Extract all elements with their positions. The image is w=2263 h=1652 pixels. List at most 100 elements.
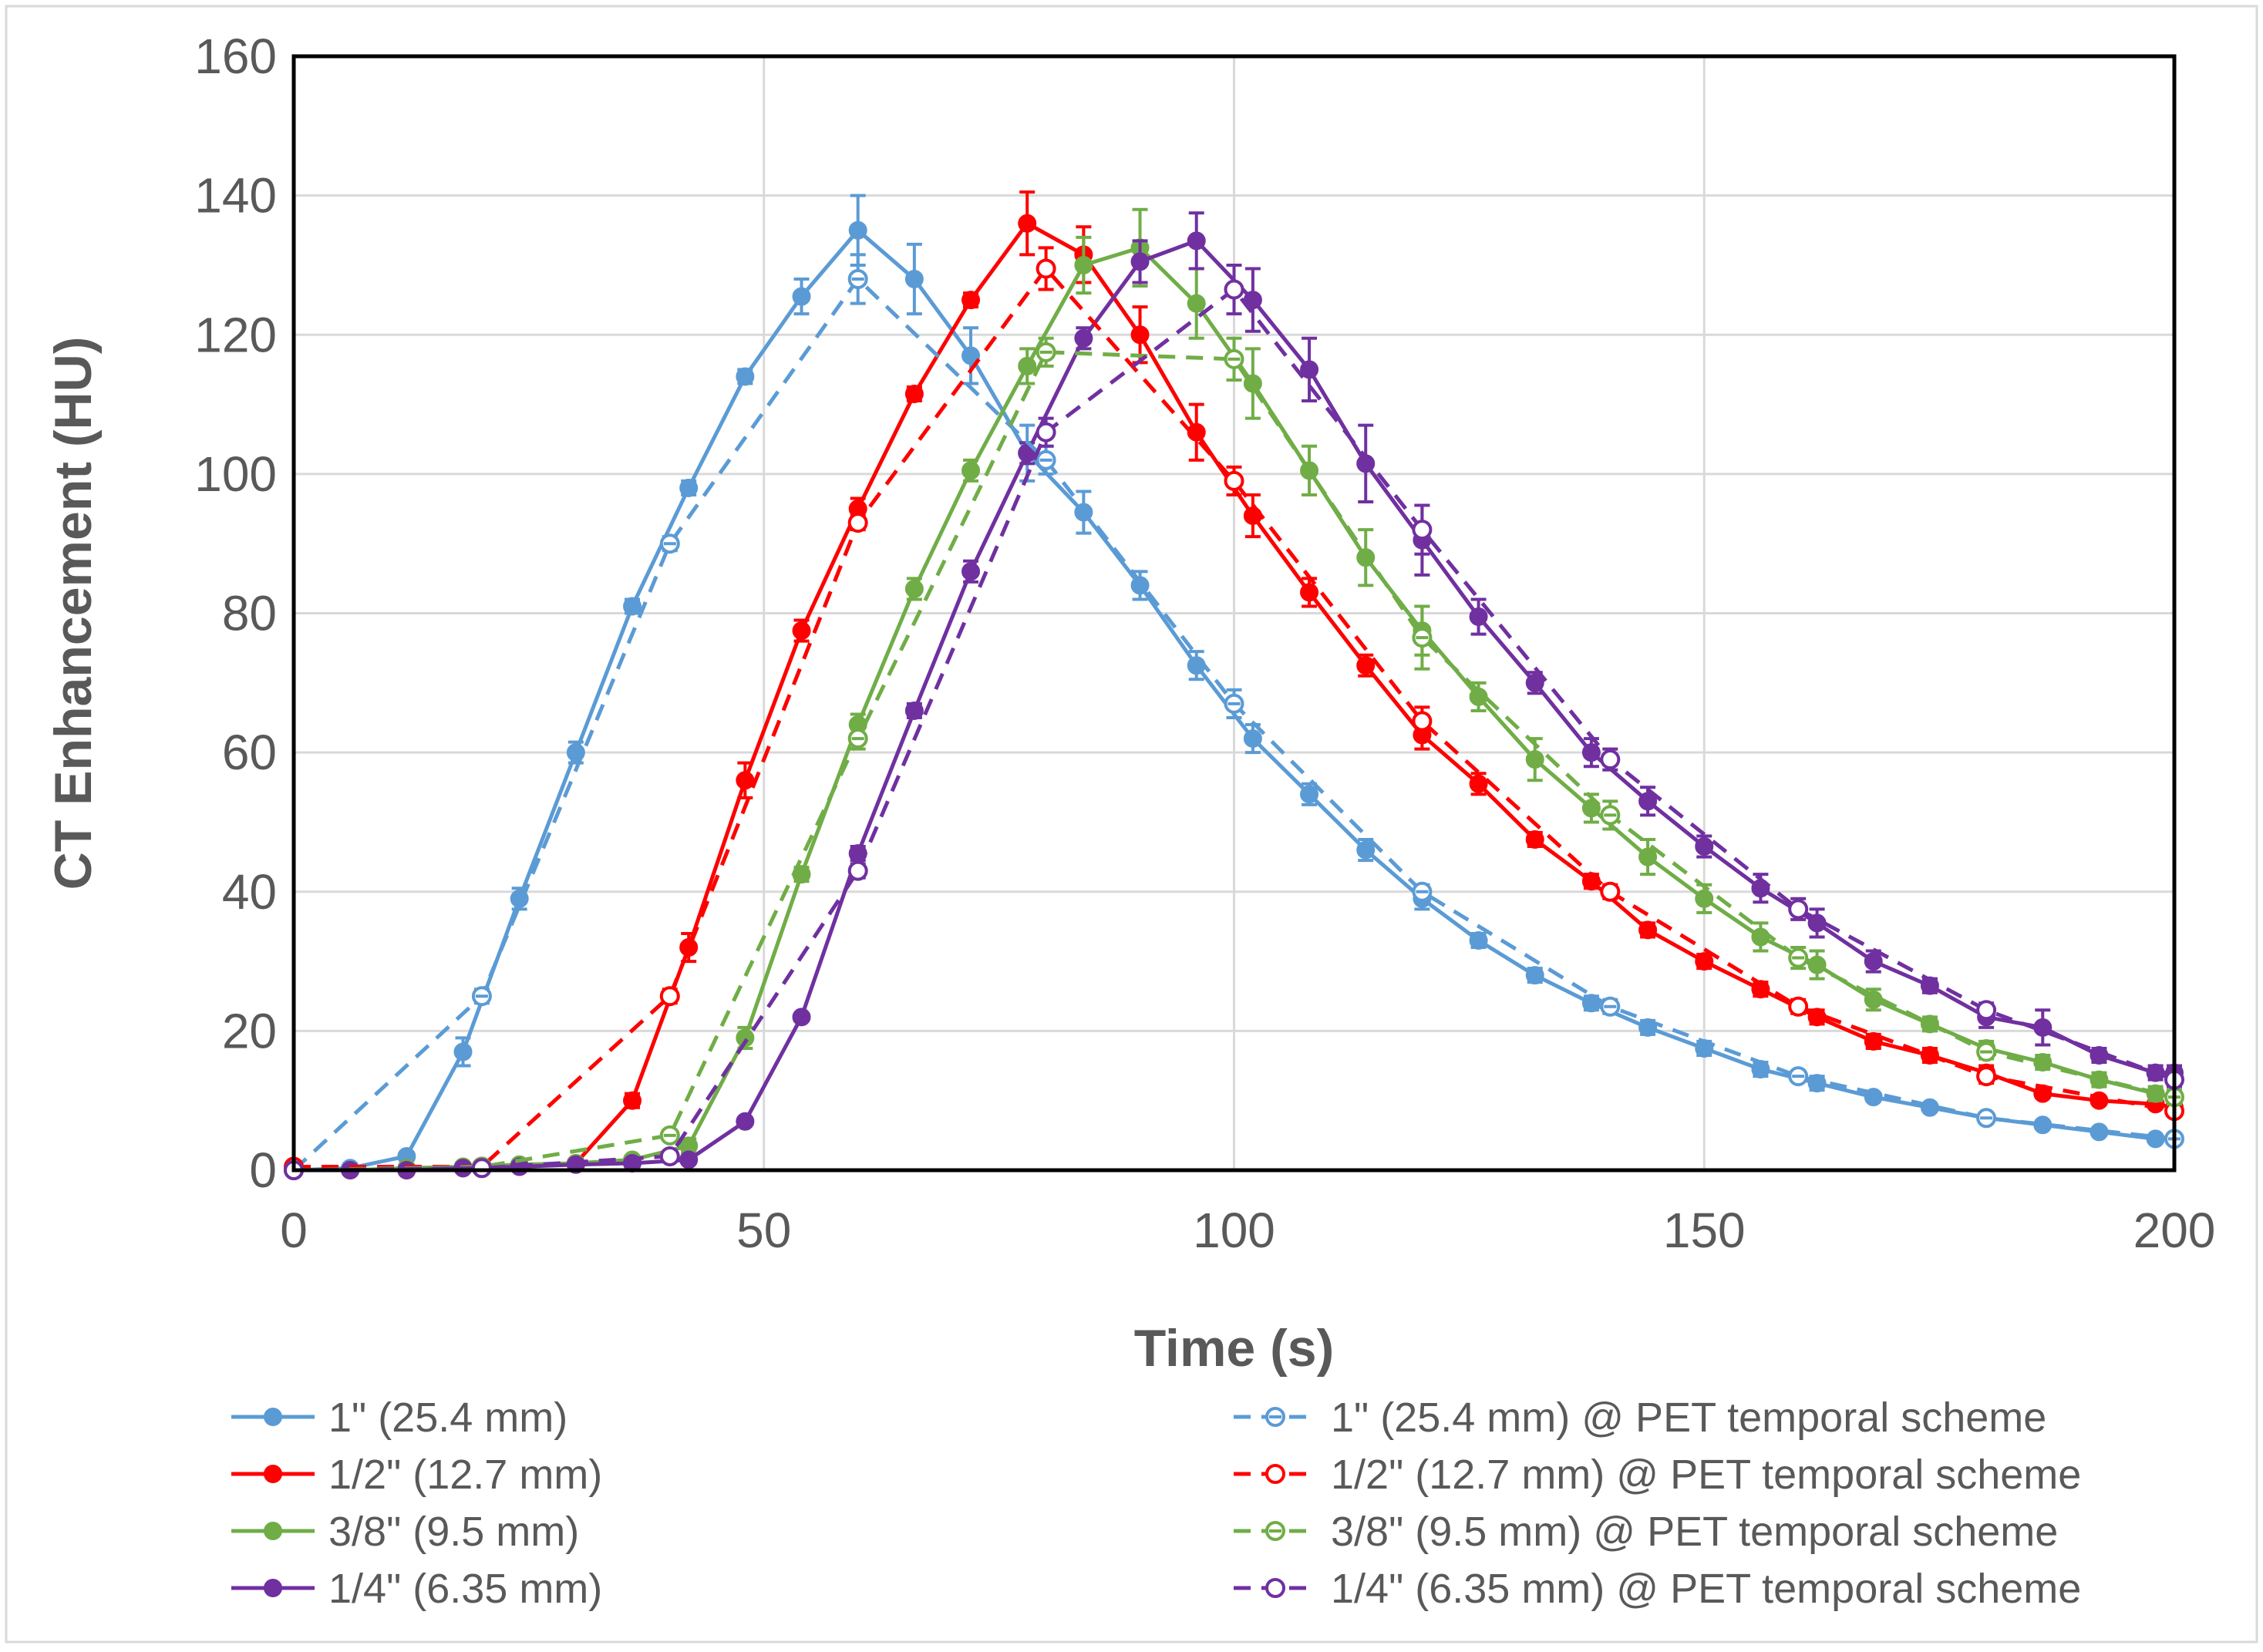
data-point [1130,576,1150,595]
data-point [1300,583,1319,602]
y-tick-label: 160 [194,29,277,84]
legend-item: 1/4" (6.35 mm) @ PET temporal scheme [1234,1566,2081,1612]
chart-outer-border [5,5,2258,1644]
x-axis-title: Time (s) [1134,1319,1334,1378]
legend-item: 1/2" (12.7 mm) [231,1452,602,1498]
legend-item: 3/8" (9.5 mm) [231,1509,579,1555]
data-point [1525,830,1544,850]
data-point [1638,792,1658,811]
data-point [1356,656,1376,675]
data-point [1036,422,1056,442]
y-tick-label: 60 [222,725,277,780]
data-point [847,513,868,533]
data-point [1074,328,1093,348]
data-point [1224,348,1244,369]
data-point [736,367,755,386]
data-point [679,478,699,497]
y-tick-label: 140 [194,168,277,224]
legend-label: 1/2" (12.7 mm) [328,1452,602,1498]
data-point [736,771,755,790]
legend-label: 1/4" (6.35 mm) @ PET temporal scheme [1331,1566,2081,1612]
series-line [293,350,2175,1173]
y-tick-label: 40 [222,864,277,920]
data-point [1412,627,1433,648]
data-point [961,562,981,581]
data-point [1920,1098,1939,1117]
data-point [792,1008,811,1027]
legend-marker [264,1522,282,1540]
data-point [1412,520,1433,540]
data-point [1036,258,1056,279]
data-point [1976,1000,1997,1021]
legend-item: 1" (25.4 mm) [231,1395,567,1441]
legend-label: 3/8" (9.5 mm) [328,1509,579,1555]
data-point [1036,342,1056,362]
data-point [1469,774,1488,793]
data-point [1412,711,1433,732]
data-point [1356,840,1376,860]
data-point [453,1042,473,1062]
data-point [1864,952,1883,971]
legend-item: 1/4" (6.35 mm) [231,1566,602,1612]
x-tick-label: 100 [1193,1203,1275,1258]
data-point [736,1112,755,1131]
data-point [1243,374,1262,393]
data-point [1638,847,1658,866]
data-point [736,1028,755,1048]
legend-marker [1265,1464,1285,1484]
legend-label: 3/8" (9.5 mm) @ PET temporal scheme [1331,1509,2058,1555]
data-point [1581,743,1601,762]
data-point [1187,294,1206,313]
series-line [294,267,2175,1169]
data-point [1788,996,1809,1017]
data-point [1074,255,1093,274]
y-axis-title: CT Enhancement (HU) [44,337,103,890]
data-point [792,287,811,306]
data-point [904,579,924,598]
legend-label: 1/2" (12.7 mm) @ PET temporal scheme [1331,1452,2081,1498]
data-point [792,621,811,641]
data-point [1469,607,1488,627]
data-point [1695,889,1714,908]
data-point [623,1091,642,1110]
legend-item: 1/2" (12.7 mm) @ PET temporal scheme [1234,1452,2081,1498]
data-point [679,1150,699,1169]
data-point [1695,952,1714,971]
data-point [1788,1066,1809,1087]
data-point [904,701,924,720]
data-point [1600,749,1621,770]
y-tick-label: 80 [222,586,277,641]
data-point [1412,881,1433,902]
data-point [623,597,642,616]
data-point [1469,687,1488,706]
data-point [1976,1108,1997,1129]
x-tick-label: 150 [1663,1203,1746,1258]
data-point [961,346,981,365]
legend: 1" (25.4 mm) 1/2" (12.7 mm) 3/8" (9.5 mm) 1… [231,1395,2081,1612]
data-point [659,1125,680,1146]
data-point [1525,966,1544,985]
data-point [961,461,981,480]
data-point [1036,449,1056,470]
data-point [847,269,868,289]
legend-marker [264,1465,282,1483]
data-point [1130,252,1150,271]
data-point [1187,422,1206,442]
data-point [1600,996,1621,1017]
data-point [1224,693,1244,714]
data-point [847,860,868,881]
legend-marker [1265,1578,1285,1598]
legend-label: 1/4" (6.35 mm) [328,1566,602,1612]
legend-marker [1265,1521,1285,1541]
tick-labels: 0 20 40 60 80 100 120 140 160 0 50 100 150 200 [194,29,2215,1258]
data-point [1525,750,1544,769]
legend-item: 3/8" (9.5 mm) @ PET temporal scheme [1234,1509,2058,1555]
data-point [1751,927,1770,947]
y-tick-label: 120 [194,307,277,362]
y-tick-label: 100 [194,446,277,502]
data-point [1224,470,1244,491]
data-point [1695,837,1714,856]
x-tick-label: 0 [280,1203,308,1258]
data-point [847,728,868,749]
